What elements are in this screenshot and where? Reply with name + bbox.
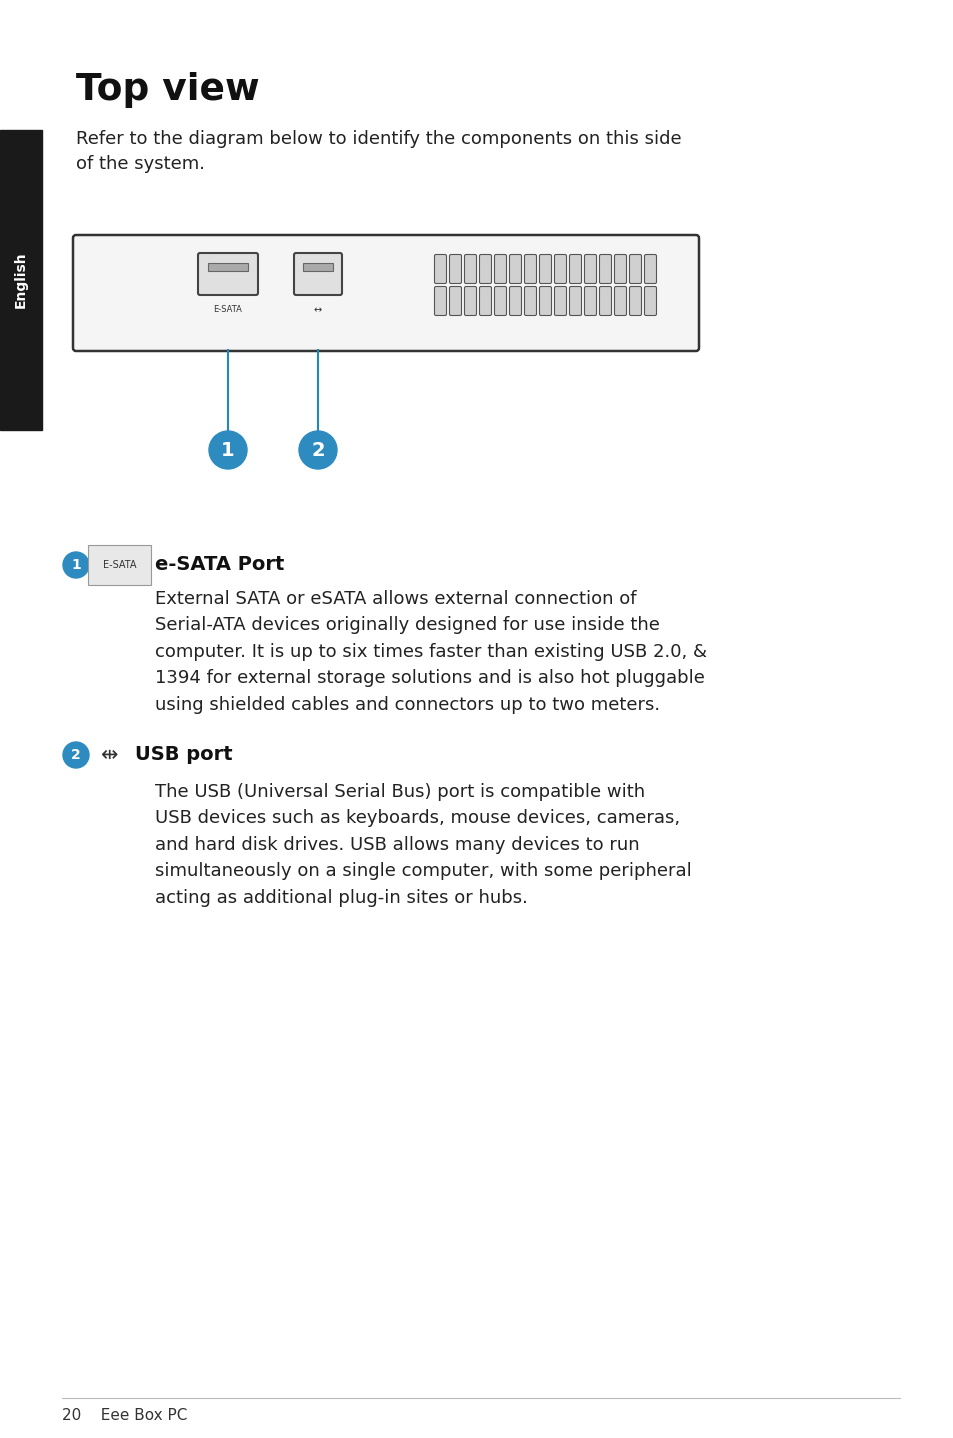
FancyBboxPatch shape: [554, 286, 566, 315]
FancyBboxPatch shape: [569, 286, 581, 315]
Circle shape: [63, 552, 89, 578]
Bar: [303, 263, 333, 270]
Text: 1: 1: [221, 440, 234, 460]
FancyBboxPatch shape: [644, 286, 656, 315]
Text: 20    Eee Box PC: 20 Eee Box PC: [62, 1408, 187, 1422]
Text: Refer to the diagram below to identify the components on this side
of the system: Refer to the diagram below to identify t…: [76, 129, 680, 173]
Text: External SATA or eSATA allows external connection of
Serial-ATA devices original: External SATA or eSATA allows external c…: [154, 590, 706, 713]
Text: 1: 1: [71, 558, 81, 572]
Text: E-SATA: E-SATA: [103, 559, 136, 569]
FancyBboxPatch shape: [73, 234, 699, 351]
Circle shape: [63, 742, 89, 768]
Bar: [208, 263, 248, 270]
FancyBboxPatch shape: [434, 286, 446, 315]
Text: English: English: [14, 252, 28, 308]
FancyBboxPatch shape: [524, 255, 536, 283]
Text: Top view: Top view: [76, 72, 259, 108]
FancyBboxPatch shape: [524, 286, 536, 315]
FancyBboxPatch shape: [464, 286, 476, 315]
Text: ⇹: ⇹: [101, 745, 118, 765]
FancyBboxPatch shape: [509, 286, 521, 315]
Circle shape: [209, 431, 247, 469]
FancyBboxPatch shape: [464, 255, 476, 283]
FancyBboxPatch shape: [598, 286, 611, 315]
FancyBboxPatch shape: [554, 255, 566, 283]
Text: ↔: ↔: [314, 305, 322, 315]
Bar: [0, 129, 42, 430]
FancyBboxPatch shape: [494, 286, 506, 315]
FancyBboxPatch shape: [584, 255, 596, 283]
FancyBboxPatch shape: [644, 255, 656, 283]
Circle shape: [298, 431, 336, 469]
FancyBboxPatch shape: [449, 255, 461, 283]
FancyBboxPatch shape: [569, 255, 581, 283]
Text: USB port: USB port: [135, 745, 233, 765]
FancyBboxPatch shape: [629, 255, 640, 283]
FancyBboxPatch shape: [434, 255, 446, 283]
Text: The USB (Universal Serial Bus) port is compatible with
USB devices such as keybo: The USB (Universal Serial Bus) port is c…: [154, 784, 691, 906]
FancyBboxPatch shape: [479, 286, 491, 315]
FancyBboxPatch shape: [509, 255, 521, 283]
FancyBboxPatch shape: [539, 255, 551, 283]
FancyBboxPatch shape: [629, 286, 640, 315]
FancyBboxPatch shape: [598, 255, 611, 283]
FancyBboxPatch shape: [294, 253, 341, 295]
FancyBboxPatch shape: [449, 286, 461, 315]
FancyBboxPatch shape: [539, 286, 551, 315]
FancyBboxPatch shape: [198, 253, 257, 295]
Text: e-SATA Port: e-SATA Port: [154, 555, 284, 575]
Text: E-SATA: E-SATA: [213, 305, 242, 313]
FancyBboxPatch shape: [614, 255, 626, 283]
FancyBboxPatch shape: [614, 286, 626, 315]
Text: 2: 2: [311, 440, 324, 460]
FancyBboxPatch shape: [584, 286, 596, 315]
FancyBboxPatch shape: [494, 255, 506, 283]
Text: 2: 2: [71, 748, 81, 762]
FancyBboxPatch shape: [479, 255, 491, 283]
